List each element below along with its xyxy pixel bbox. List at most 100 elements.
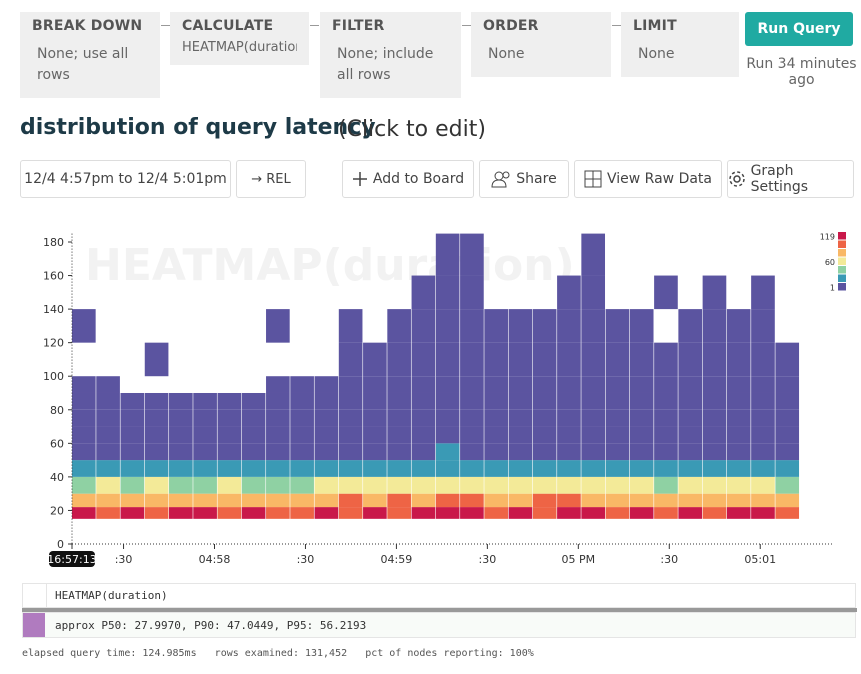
heat-cell bbox=[435, 309, 460, 343]
heat-cell bbox=[557, 426, 581, 444]
heat-cell bbox=[508, 376, 533, 393]
heat-cell bbox=[435, 476, 460, 494]
heat-cell bbox=[508, 443, 533, 461]
x-tick-label: :30 bbox=[660, 553, 678, 566]
x-tick-label: :30 bbox=[115, 553, 133, 566]
heat-cell bbox=[315, 309, 339, 343]
heat-cell bbox=[120, 392, 145, 410]
y-tick-label: 100 bbox=[43, 370, 64, 383]
clause-value: None bbox=[488, 46, 525, 62]
heat-cell bbox=[630, 276, 654, 310]
heat-cell bbox=[654, 476, 678, 494]
heat-cell bbox=[96, 343, 120, 377]
heat-cell bbox=[314, 493, 339, 508]
heat-cell bbox=[581, 426, 606, 444]
clause-box[interactable]: CALCULATE HEATMAP(duration) bbox=[170, 12, 309, 65]
heat-cell bbox=[654, 493, 678, 508]
heat-cell bbox=[435, 493, 460, 508]
heat-cell bbox=[484, 309, 508, 343]
heat-cell bbox=[532, 342, 557, 377]
heat-cell bbox=[702, 309, 727, 343]
heat-cell bbox=[241, 392, 266, 410]
heat-cell bbox=[120, 507, 145, 519]
heat-cell bbox=[387, 426, 411, 444]
heat-cell bbox=[508, 426, 533, 444]
heat-cell bbox=[460, 309, 484, 343]
heat-cell bbox=[532, 443, 557, 461]
heat-cell bbox=[532, 392, 557, 410]
clause-label: CALCULATE bbox=[182, 18, 274, 34]
heat-cell bbox=[605, 476, 630, 494]
heat-cell bbox=[605, 493, 630, 508]
heat-cell bbox=[144, 409, 169, 427]
heat-cell bbox=[629, 507, 654, 519]
heat-cell bbox=[338, 426, 363, 444]
heat-cell bbox=[411, 493, 436, 508]
heat-cell bbox=[702, 376, 727, 393]
heat-cell bbox=[654, 460, 678, 477]
heat-cell bbox=[217, 426, 242, 444]
grid-icon bbox=[584, 170, 602, 188]
clause-box[interactable]: LIMIT None bbox=[621, 12, 739, 77]
heat-cell bbox=[532, 409, 557, 427]
heat-cell bbox=[193, 343, 217, 377]
heat-cell bbox=[775, 392, 800, 410]
legend-label: 1 bbox=[830, 283, 835, 292]
heat-cell bbox=[193, 392, 217, 410]
heat-cell bbox=[629, 493, 654, 508]
heat-cell bbox=[266, 460, 290, 477]
heat-cell bbox=[581, 392, 606, 410]
heat-cell bbox=[387, 409, 411, 427]
heat-cell bbox=[242, 376, 266, 393]
heat-cell bbox=[193, 507, 217, 519]
heat-cell bbox=[726, 342, 751, 377]
clause-box[interactable]: BREAK DOWN None; use all rows bbox=[20, 12, 160, 98]
time-range-button[interactable]: 12/4 4:57pm to 12/4 5:01pm bbox=[20, 160, 231, 198]
edit-hint[interactable]: (Click to edit) bbox=[338, 117, 486, 142]
heat-cell bbox=[532, 460, 557, 477]
heat-cell bbox=[120, 443, 145, 461]
heat-cell bbox=[145, 309, 169, 343]
heat-cell bbox=[726, 476, 751, 494]
heat-cell bbox=[193, 443, 217, 461]
heat-cell bbox=[484, 409, 508, 427]
heat-cell bbox=[435, 342, 460, 377]
share-icon bbox=[491, 171, 510, 188]
heat-cell bbox=[314, 476, 339, 494]
heat-cell bbox=[605, 443, 630, 461]
heat-cell bbox=[72, 507, 96, 519]
add-to-board-button[interactable]: Add to Board bbox=[342, 160, 474, 198]
run-query-button[interactable]: Run Query bbox=[745, 12, 853, 46]
heat-cell bbox=[775, 426, 800, 444]
heat-cell bbox=[581, 376, 606, 393]
heat-cell bbox=[775, 376, 800, 393]
heat-cell bbox=[751, 460, 775, 477]
heat-cell bbox=[96, 476, 120, 494]
clause-box[interactable]: ORDER None bbox=[471, 12, 611, 77]
rel-button[interactable]: → REL bbox=[236, 160, 306, 198]
heat-cell bbox=[508, 409, 533, 427]
heat-cell bbox=[121, 343, 145, 377]
heat-cell bbox=[605, 507, 630, 519]
heat-cell bbox=[435, 233, 460, 276]
query-title[interactable]: distribution of query latency bbox=[20, 115, 376, 140]
heat-cell bbox=[96, 409, 120, 427]
heat-cell bbox=[678, 309, 703, 343]
footer: elapsed query time: 124.985ms rows exami… bbox=[22, 648, 534, 659]
heat-cell bbox=[726, 493, 751, 508]
heat-cell bbox=[629, 476, 654, 494]
heat-cell bbox=[241, 476, 266, 494]
heat-cell bbox=[290, 409, 314, 427]
heat-cell bbox=[460, 342, 484, 377]
heat-cell bbox=[217, 443, 242, 461]
heat-cell bbox=[702, 443, 727, 461]
graph-settings-button[interactable]: Graph Settings bbox=[727, 160, 854, 198]
view-raw-button[interactable]: View Raw Data bbox=[574, 160, 722, 198]
heat-cell bbox=[169, 392, 193, 410]
heat-cell bbox=[581, 309, 606, 343]
clause-box[interactable]: FILTER None; include all rows bbox=[320, 12, 461, 98]
share-button[interactable]: Share bbox=[479, 160, 569, 198]
x-tick-label: 04:58 bbox=[199, 553, 231, 566]
heat-cell bbox=[678, 426, 703, 444]
heat-cell bbox=[363, 376, 387, 393]
